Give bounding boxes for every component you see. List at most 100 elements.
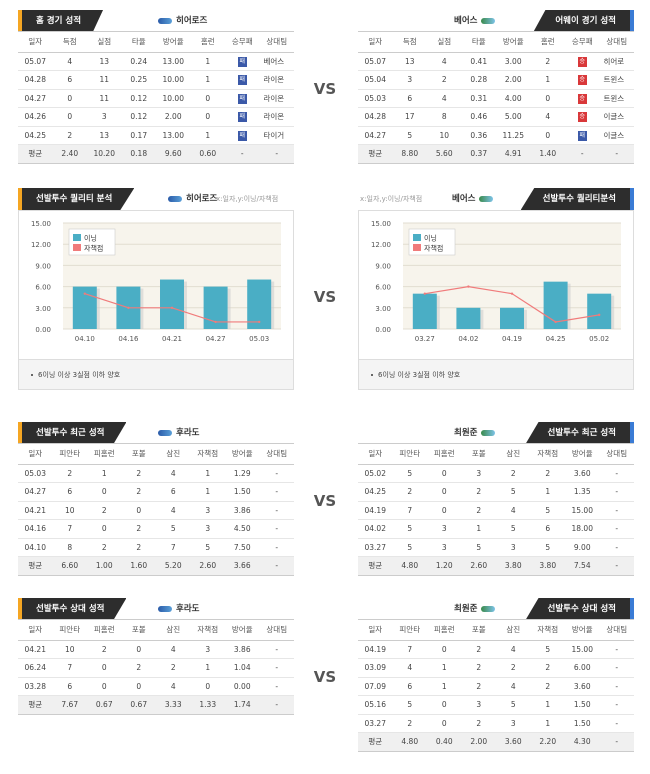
- table-cell: 0: [427, 640, 462, 659]
- table-cell: 2: [87, 501, 122, 520]
- record-table: 일자 득점 실점 타율 방어율 홈런 승무패 상대팀 05.07 13 4 0.41 3.00 2 승 히어로…: [358, 32, 634, 164]
- y-tick-label: 6.00: [35, 284, 51, 292]
- result-badge-cell: 승: [565, 70, 600, 90]
- table-cell: 11: [87, 89, 122, 108]
- table-cell: 1: [461, 519, 496, 539]
- table-cell: 3.60: [565, 677, 600, 696]
- result-badge: 패: [237, 75, 247, 86]
- table-cell: -: [259, 519, 294, 539]
- x-tick-label: 04.21: [162, 335, 182, 343]
- table-row: 04.10 8 2 2 7 5 7.50-: [18, 538, 294, 557]
- table-cell: 9.00: [565, 538, 600, 557]
- table-cell: 7: [156, 538, 191, 557]
- average-cell: 9.60: [156, 144, 191, 164]
- table-cell: 7: [392, 501, 427, 520]
- table-cell: 베어스: [259, 52, 294, 71]
- table-cell: 1: [530, 695, 565, 715]
- average-cell: 평균: [18, 556, 53, 576]
- team-logo-icon: [481, 606, 496, 612]
- table-cell: 4: [156, 640, 191, 659]
- table-cell: 6: [52, 482, 87, 502]
- table-cell: 히어로: [599, 52, 634, 71]
- table-cell: 1: [530, 482, 565, 502]
- column-header: 일자: [358, 444, 393, 465]
- table-cell: 4.00: [496, 89, 531, 108]
- table-cell: 5: [496, 695, 531, 715]
- table-cell: 1: [427, 658, 462, 678]
- table-cell: 8: [52, 538, 87, 557]
- table-cell: 0: [190, 89, 225, 108]
- table-cell: 6.00: [565, 658, 600, 678]
- average-cell: 0.60: [190, 144, 225, 164]
- table-cell: 4: [156, 464, 191, 483]
- x-tick-label: 05.02: [589, 335, 609, 343]
- table-cell: 03.09: [358, 658, 393, 678]
- table-cell: 2: [121, 519, 156, 539]
- table-cell: 3: [427, 519, 462, 539]
- quality-chart: 0.00 3.00 6.00 9.00 12.00 15.00 03.27 04.02 04.1…: [358, 210, 634, 360]
- table-row: 05.07 4 13 0.24 13.00 1 패 베어스: [18, 52, 294, 71]
- average-cell: 4.80: [392, 556, 427, 576]
- table-cell: 3: [496, 538, 531, 557]
- panel-title: 선발투수 퀄리티 분석: [18, 188, 135, 210]
- table-cell: 04.25: [18, 126, 53, 145]
- table-cell: -: [599, 658, 634, 678]
- table-cell: -: [599, 519, 634, 539]
- table-cell: 5: [190, 538, 225, 557]
- y-tick-label: 15.00: [31, 220, 51, 228]
- chart-svg: 0.00 3.00 6.00 9.00 12.00 15.00 03.27 04.02 04.1…: [371, 220, 621, 343]
- table-row: 04.27 0 11 0.12 10.00 0 패 라이온: [18, 89, 294, 108]
- average-cell: 6.60: [52, 556, 87, 576]
- table-cell: 2: [461, 658, 496, 678]
- legend-swatch: [413, 234, 421, 241]
- table-cell: 2: [392, 714, 427, 733]
- bar-inning: [543, 281, 568, 329]
- average-cell: 7.54: [565, 556, 600, 576]
- table-cell: 4: [530, 107, 565, 127]
- table-cell: 2: [427, 70, 462, 90]
- average-cell: 4.91: [496, 144, 531, 164]
- bar-inning: [203, 286, 228, 329]
- table-cell: 5: [392, 695, 427, 715]
- table-cell: 6: [52, 677, 87, 696]
- y-tick-label: 6.00: [375, 284, 391, 292]
- table-cell: 2: [392, 482, 427, 502]
- result-badge: 패: [237, 130, 247, 141]
- bar-inning: [247, 279, 272, 329]
- table-row: 04.28 17 8 0.46 5.00 4 승 이글스: [358, 107, 634, 127]
- table-cell: 2: [530, 677, 565, 696]
- result-badge: 패: [577, 130, 587, 141]
- column-header: 상대팀: [599, 444, 634, 465]
- table-cell: 10: [52, 640, 87, 659]
- table-cell: 6: [530, 519, 565, 539]
- table-cell: 11.25: [496, 126, 531, 145]
- y-tick-label: 9.00: [35, 262, 51, 270]
- result-badge-cell: 승: [565, 52, 600, 71]
- x-tick-label: 04.19: [502, 335, 522, 343]
- average-row: 평균 8.80 5.60 0.37 4.91 1.40- -: [358, 144, 634, 164]
- panel-header: 최원준 선발투수 상대 성적: [358, 598, 634, 620]
- table-cell: 0: [121, 677, 156, 696]
- table-cell: 0: [121, 640, 156, 659]
- table-cell: 13: [87, 126, 122, 145]
- table-cell: -: [259, 677, 294, 696]
- table-cell: 5: [530, 538, 565, 557]
- table-cell: 4: [496, 501, 531, 520]
- panel-title: 어웨이 경기 성적: [533, 10, 634, 32]
- vs-label: VS: [313, 492, 337, 510]
- average-cell: 평균: [358, 144, 393, 164]
- average-cell: 3.33: [156, 695, 191, 715]
- pitcher-vs-record-panel: 최원준 선발투수 상대 성적 일자 피안타 피홈런 포볼 삼진 자책점 방어율 상대팀 04.1…: [358, 598, 634, 752]
- x-tick-label: 04.10: [75, 335, 95, 343]
- column-header: 피안타: [392, 444, 427, 465]
- average-cell: -: [259, 695, 294, 715]
- table-cell: 2: [530, 658, 565, 678]
- average-cell: 2.40: [52, 144, 87, 164]
- table-row: 03.09 4 1 2 2 2 6.00-: [358, 658, 634, 678]
- x-tick-label: 04.02: [458, 335, 478, 343]
- column-header: 삼진: [496, 444, 531, 465]
- column-header: 상대팀: [599, 32, 634, 53]
- record-table: 일자 피안타 피홈런 포볼 삼진 자책점 방어율 상대팀 04.21 10 2 0 4 3 3.86-06.…: [18, 620, 294, 715]
- line-point: [510, 292, 514, 295]
- table-row: 04.02 5 3 1 5 6 18.00-: [358, 519, 634, 539]
